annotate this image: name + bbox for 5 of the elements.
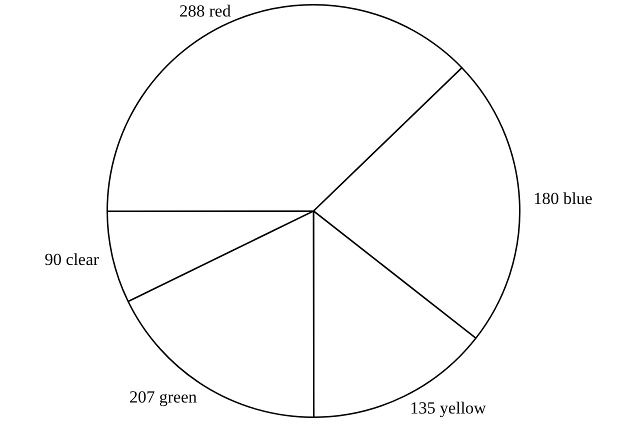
slice-label: 90 clear — [44, 250, 100, 270]
slice-label: 288 red — [179, 1, 232, 20]
slice-label: 180 blue — [533, 189, 592, 208]
slice-label: 135 yellow — [410, 398, 487, 418]
slice-label: 207 green — [129, 387, 198, 406]
